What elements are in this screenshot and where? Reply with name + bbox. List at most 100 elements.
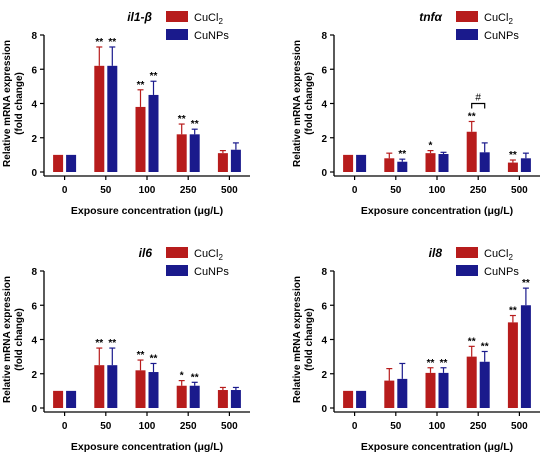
x-axis-title: Exposure concentration (μg/L) xyxy=(361,441,513,453)
significance-mark: ** xyxy=(481,341,489,352)
panel-title: tnfα xyxy=(419,10,442,24)
bracket-label: # xyxy=(475,93,481,104)
significance-mark: ** xyxy=(191,372,199,383)
legend-label: CuCl2 xyxy=(194,248,223,262)
legend-swatch xyxy=(166,247,188,258)
y-tick-label: 6 xyxy=(31,65,37,76)
significance-mark: ** xyxy=(108,37,116,48)
bar-cunps-50 xyxy=(397,378,408,408)
y-tick-label: 2 xyxy=(31,370,37,381)
bar-cucl2-50 xyxy=(94,365,105,408)
legend-swatch xyxy=(166,265,188,276)
bar-cucl2-500 xyxy=(507,162,518,172)
bar-cunps-500 xyxy=(520,158,531,172)
y-axis-title: (fold change) xyxy=(304,308,315,371)
y-tick-label: 4 xyxy=(31,336,37,347)
x-tick-label: 100 xyxy=(429,421,446,432)
bar-cucl2-0 xyxy=(343,154,354,172)
legend-label-subscript: 2 xyxy=(218,253,223,262)
bar-cucl2-100 xyxy=(135,106,146,172)
x-axis-title: Exposure concentration (μg/L) xyxy=(71,205,223,217)
bar-cucl2-0 xyxy=(53,390,64,408)
y-tick-label: 8 xyxy=(321,267,327,278)
significance-mark: ** xyxy=(427,358,435,369)
bar-cucl2-50 xyxy=(94,65,105,172)
x-tick-label: 0 xyxy=(62,185,68,196)
legend-swatch xyxy=(166,11,188,22)
significance-mark: ** xyxy=(150,71,158,82)
y-tick-label: 0 xyxy=(321,168,327,179)
y-axis-title: Relative mRNA expression xyxy=(2,40,13,167)
legend-label: CuCl2 xyxy=(484,12,513,26)
x-axis-title: Exposure concentration (μg/L) xyxy=(71,441,223,453)
bar-cucl2-0 xyxy=(343,390,354,408)
bar-cunps-0 xyxy=(356,154,367,172)
bar-cunps-0 xyxy=(356,390,367,408)
significance-mark: ** xyxy=(95,338,103,349)
y-axis-title: (fold change) xyxy=(14,72,25,135)
y-axis-title: Relative mRNA expression xyxy=(292,40,303,167)
bar-cucl2-250 xyxy=(466,131,477,172)
bar-cunps-50 xyxy=(107,365,118,408)
legend-swatch xyxy=(456,247,478,258)
x-tick-label: 100 xyxy=(139,421,156,432)
significance-mark: ** xyxy=(150,353,158,364)
bar-cucl2-100 xyxy=(425,153,436,172)
x-tick-label: 500 xyxy=(511,421,528,432)
bar-cucl2-500 xyxy=(507,322,518,408)
x-tick-label: 50 xyxy=(390,421,402,432)
bar-cunps-250 xyxy=(479,361,490,408)
legend-label: CuNPs xyxy=(484,30,519,42)
y-tick-label: 2 xyxy=(31,134,37,145)
significance-mark: ** xyxy=(398,149,406,160)
x-tick-label: 250 xyxy=(180,421,197,432)
bar-cucl2-250 xyxy=(176,385,187,408)
bar-cunps-100 xyxy=(148,372,159,408)
panel-title: il8 xyxy=(429,246,443,260)
legend-label: CuNPs xyxy=(194,266,229,278)
bar-cucl2-500 xyxy=(217,390,228,408)
legend-label: CuNPs xyxy=(194,30,229,42)
bar-cunps-100 xyxy=(438,154,449,172)
bar-cucl2-250 xyxy=(176,134,187,172)
x-tick-label: 0 xyxy=(352,185,358,196)
bar-cunps-500 xyxy=(230,149,241,172)
chart-panel-2: 0 2 4 6 8 Relative mRNA expression (fold chang… xyxy=(2,246,250,453)
y-axis-title: (fold change) xyxy=(14,308,25,371)
x-tick-label: 250 xyxy=(180,185,197,196)
bar-cunps-500 xyxy=(520,305,531,408)
significance-mark: * xyxy=(429,141,433,152)
legend-swatch xyxy=(456,11,478,22)
bar-cucl2-100 xyxy=(135,370,146,408)
legend-label-subscript: 2 xyxy=(508,253,513,262)
x-tick-label: 250 xyxy=(470,421,487,432)
bar-cucl2-100 xyxy=(425,372,436,408)
y-tick-label: 6 xyxy=(321,301,327,312)
panel-title: il1-β xyxy=(127,10,152,24)
x-tick-label: 0 xyxy=(352,421,358,432)
significance-mark: * xyxy=(180,371,184,382)
bar-cucl2-500 xyxy=(217,153,228,172)
bar-cucl2-50 xyxy=(384,158,395,172)
x-tick-label: 250 xyxy=(470,185,487,196)
x-tick-label: 0 xyxy=(62,421,68,432)
x-tick-label: 50 xyxy=(100,421,112,432)
x-tick-label: 100 xyxy=(139,185,156,196)
legend-label-subscript: 2 xyxy=(508,17,513,26)
legend-label-subscript: 2 xyxy=(218,17,223,26)
bar-cunps-0 xyxy=(66,154,77,172)
significance-mark: ** xyxy=(468,336,476,347)
bar-cunps-100 xyxy=(148,94,159,172)
x-tick-label: 500 xyxy=(221,421,238,432)
legend-label: CuNPs xyxy=(484,266,519,278)
y-axis-title: (fold change) xyxy=(304,72,315,135)
y-tick-label: 4 xyxy=(321,100,327,111)
y-tick-label: 8 xyxy=(321,31,327,42)
y-tick-label: 8 xyxy=(31,31,37,42)
legend-swatch xyxy=(456,265,478,276)
significance-mark: ** xyxy=(468,111,476,122)
y-tick-label: 2 xyxy=(321,134,327,145)
y-tick-label: 8 xyxy=(31,267,37,278)
panel-title: il6 xyxy=(139,246,153,260)
y-tick-label: 4 xyxy=(321,336,327,347)
